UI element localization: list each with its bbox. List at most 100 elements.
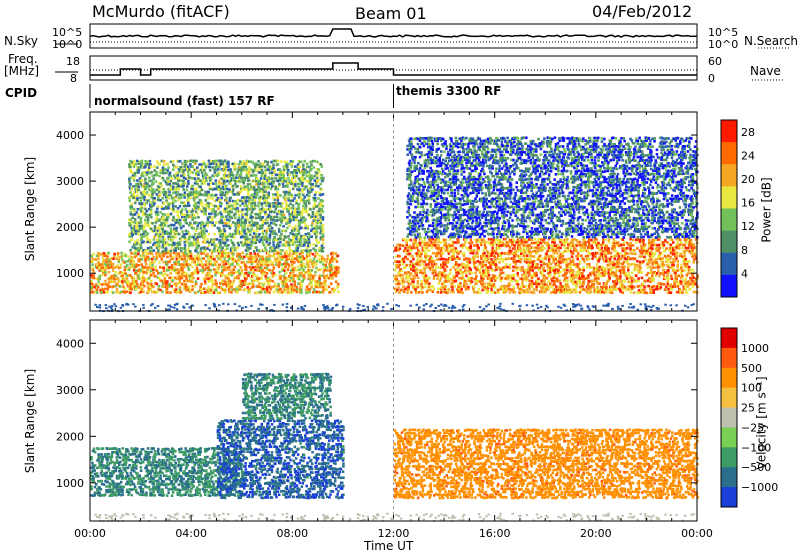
echo-cell bbox=[210, 261, 213, 264]
echo-cell bbox=[149, 239, 152, 242]
echo-cell bbox=[274, 169, 277, 172]
echo-cell bbox=[294, 180, 297, 183]
echo-cell bbox=[273, 230, 276, 233]
echo-cell bbox=[198, 258, 201, 261]
echo-cell bbox=[147, 238, 150, 241]
echo-cell bbox=[197, 177, 200, 180]
echo-cell bbox=[210, 160, 213, 163]
echo-cell bbox=[187, 266, 190, 269]
echo-cell bbox=[395, 275, 398, 278]
echo-cell bbox=[293, 233, 296, 236]
echo-cell bbox=[486, 260, 489, 263]
echo-cell bbox=[475, 241, 478, 244]
echo-cell bbox=[294, 194, 297, 197]
echo-cell bbox=[301, 213, 304, 216]
echo-cell bbox=[107, 283, 110, 286]
echo-cell bbox=[314, 175, 317, 178]
echo-cell bbox=[179, 286, 182, 289]
echo-cell bbox=[200, 260, 203, 263]
echo-cell bbox=[230, 224, 233, 227]
echo-cell bbox=[113, 253, 116, 256]
echo-cell bbox=[142, 241, 145, 244]
echo-cell bbox=[216, 261, 219, 264]
echo-cell bbox=[320, 268, 323, 271]
echo-cell bbox=[93, 286, 96, 289]
echo-cell bbox=[485, 247, 488, 250]
echo-cell bbox=[483, 252, 486, 255]
echo-cell bbox=[291, 194, 294, 197]
echo-cell bbox=[188, 176, 191, 179]
echo-cell bbox=[426, 279, 429, 282]
echo-cell bbox=[306, 185, 309, 188]
echo-cell bbox=[170, 272, 173, 275]
echo-cell bbox=[279, 241, 282, 244]
echo-cell bbox=[535, 272, 538, 275]
echo-cell bbox=[273, 211, 276, 214]
echo-cell bbox=[249, 183, 252, 186]
echo-cell bbox=[295, 199, 298, 202]
echo-cell bbox=[457, 238, 460, 241]
echo-cell bbox=[433, 278, 436, 281]
echo-cell bbox=[535, 274, 538, 277]
echo-cell bbox=[191, 177, 194, 180]
echo-cell bbox=[269, 205, 272, 208]
echo-cell bbox=[245, 268, 248, 271]
echo-cell bbox=[456, 274, 459, 277]
echo-cell bbox=[416, 268, 419, 271]
echo-cell bbox=[175, 252, 178, 255]
echo-cell bbox=[255, 169, 258, 172]
echo-cell bbox=[459, 269, 462, 272]
echo-cell bbox=[234, 213, 237, 216]
echo-cell bbox=[528, 280, 531, 283]
echo-cell bbox=[143, 171, 146, 174]
echo-cell bbox=[110, 261, 113, 264]
echo-cell bbox=[221, 255, 224, 258]
echo-cell bbox=[525, 285, 528, 288]
echo-cell bbox=[118, 258, 121, 261]
echo-cell bbox=[254, 202, 257, 205]
echo-cell bbox=[180, 291, 183, 294]
echo-cell bbox=[237, 199, 240, 202]
echo-cell bbox=[534, 238, 537, 241]
echo-cell bbox=[269, 202, 272, 205]
echo-cell bbox=[410, 291, 413, 294]
echo-cell bbox=[226, 252, 229, 255]
echo-cell bbox=[112, 263, 115, 266]
echo-cell bbox=[213, 247, 216, 250]
echo-cell bbox=[201, 166, 204, 169]
echo-cell bbox=[526, 288, 529, 291]
echo-cell bbox=[172, 205, 175, 208]
echo-cell bbox=[270, 188, 273, 191]
echo-cell bbox=[306, 180, 309, 183]
echo-cell bbox=[487, 258, 490, 261]
echo-cell bbox=[300, 227, 303, 230]
echo-cell bbox=[227, 244, 230, 247]
echo-cell bbox=[425, 263, 428, 266]
echo-cell bbox=[124, 288, 127, 291]
echo-cell bbox=[413, 277, 416, 280]
echo-cell bbox=[245, 166, 248, 169]
echo-cell bbox=[500, 280, 503, 283]
echo-cell bbox=[414, 288, 417, 291]
echo-cell bbox=[289, 272, 292, 275]
echo-cell bbox=[246, 255, 249, 258]
echo-cell bbox=[129, 183, 132, 186]
echo-cell bbox=[185, 182, 188, 185]
echo-cell bbox=[410, 239, 413, 242]
echo-cell bbox=[277, 205, 280, 208]
echo-cell bbox=[445, 239, 448, 242]
echo-cell bbox=[205, 274, 208, 277]
echo-cell bbox=[209, 272, 212, 275]
echo-cell bbox=[138, 213, 141, 216]
echo-cell bbox=[137, 233, 140, 236]
echo-cell bbox=[311, 183, 314, 186]
echo-cell bbox=[331, 252, 334, 255]
echo-cell bbox=[141, 236, 144, 239]
echo-cell bbox=[328, 258, 331, 261]
echo-cell bbox=[196, 269, 199, 272]
echo-cell bbox=[312, 253, 315, 256]
echo-cell bbox=[224, 194, 227, 197]
echo-cell bbox=[482, 278, 485, 281]
echo-cell bbox=[300, 289, 303, 292]
echo-cell bbox=[474, 272, 477, 275]
